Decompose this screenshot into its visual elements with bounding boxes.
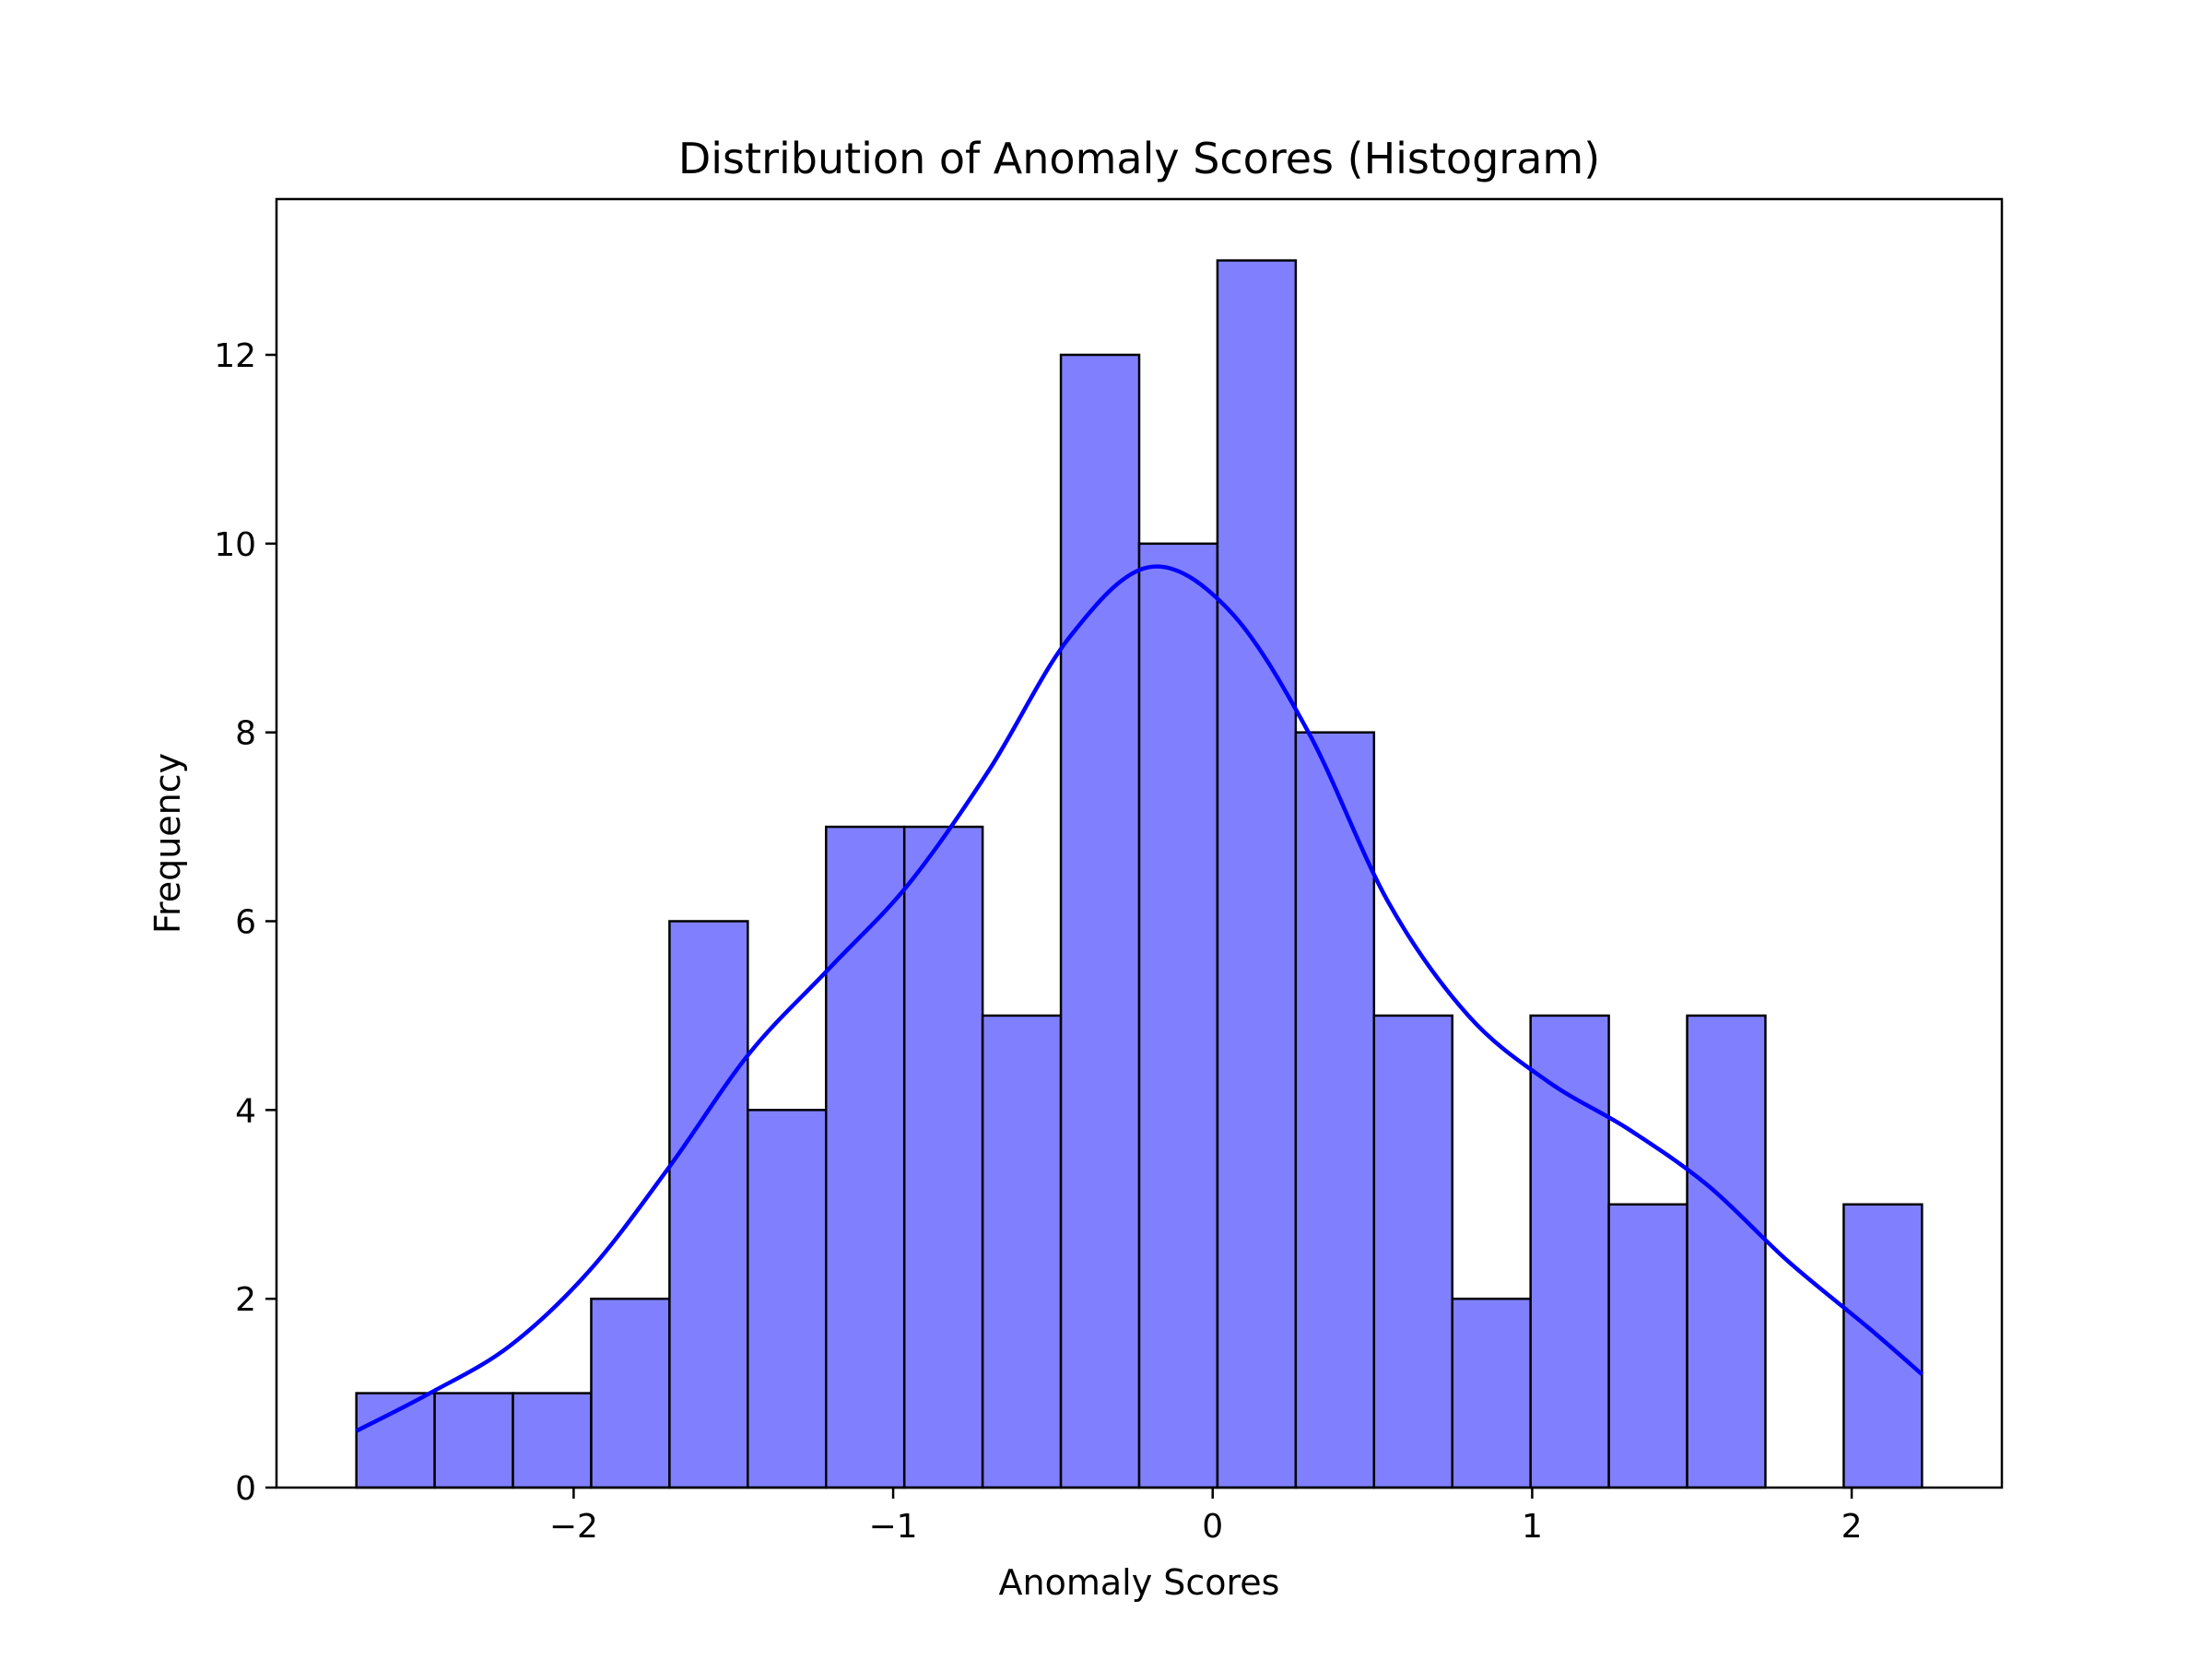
histogram-bar [1372,1014,1453,1489]
histogram-bar [1137,542,1219,1489]
histogram-bar [1294,731,1376,1489]
x-tick-label: −1 [869,1508,918,1546]
histogram-bar [512,1392,593,1489]
histogram-bar [1607,1203,1688,1489]
histogram-bar [590,1297,671,1489]
y-tick-label: 6 [235,903,256,941]
histogram-bar [981,1014,1063,1489]
histogram-bar [1686,1014,1767,1489]
histogram-bar [1842,1203,1924,1489]
y-tick-label: 12 [214,337,256,375]
x-tick-label: 1 [1522,1508,1543,1546]
x-tick-label: 0 [1202,1508,1223,1546]
y-tick-label: 4 [235,1092,256,1130]
y-tick-label: 8 [235,715,256,753]
histogram-bar [1529,1014,1610,1489]
y-tick-label: 2 [235,1281,256,1319]
histogram-bar [1451,1297,1532,1489]
histogram-bar [825,825,906,1489]
kde-curve [355,564,1924,1433]
y-tick-label: 0 [235,1470,256,1508]
bars-layer [355,259,1924,1489]
kde-layer [355,564,1924,1433]
histogram-bar [1216,259,1298,1489]
x-axis-label: Anomaly Scores [999,1562,1280,1603]
histogram-bar [747,1109,828,1489]
histogram-bar [902,825,984,1489]
histogram-bar [1059,353,1141,1489]
chart-title: Distribution of Anomaly Scores (Histogra… [678,134,1600,183]
histogram-bar [355,1392,436,1489]
histogram-bar [433,1392,514,1489]
x-tick-label: −2 [549,1508,598,1546]
x-axis-ticks: −2 −1 0 1 2 [549,1488,1863,1546]
x-tick-label: 2 [1841,1508,1863,1546]
y-axis-label: Frequency [147,753,188,934]
plot-frame [275,197,2004,1489]
y-axis-ticks: 0 2 4 6 8 10 12 [214,337,276,1508]
y-tick-label: 10 [214,526,256,564]
histogram-bar [668,920,749,1489]
